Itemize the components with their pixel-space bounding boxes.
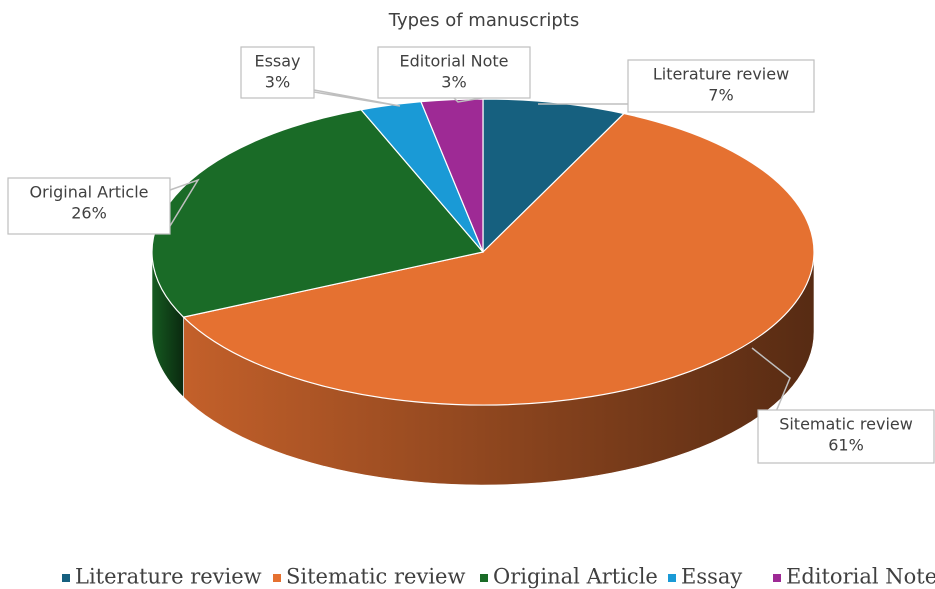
legend-label: Sitematic review: [286, 565, 465, 589]
legend-swatch: [273, 574, 281, 582]
data-label-value: 61%: [828, 436, 864, 455]
legend-label: Essay: [681, 565, 742, 589]
pie-slice: [151, 109, 485, 318]
data-label-value: 7%: [708, 86, 733, 105]
data-label-name: Original Article: [29, 183, 148, 202]
legend-swatch: [62, 574, 70, 582]
legend-swatch: [773, 574, 781, 582]
label-box: [7, 177, 171, 235]
pie-slice: [182, 112, 815, 406]
label-box: [240, 46, 315, 99]
data-label-name: Literature review: [653, 65, 789, 84]
label-box: [377, 46, 531, 99]
pie-slice: [482, 98, 626, 254]
data-label-name: Sitematic review: [779, 415, 913, 434]
legend-swatch: [668, 574, 676, 582]
label-box: [757, 409, 935, 464]
pie-slice: [420, 98, 484, 253]
data-label-name: Essay: [254, 52, 300, 71]
label-box: [627, 59, 815, 113]
legend-label: Original Article: [493, 565, 658, 589]
legend-label: Literature review: [75, 565, 262, 589]
leader-line: [313, 89, 401, 107]
chart-title: Types of manuscripts: [388, 10, 579, 31]
legend-label: Editorial Note: [786, 565, 935, 589]
data-label-value: 3%: [441, 73, 466, 92]
leader-line: [169, 178, 200, 227]
data-label-name: Editorial Note: [399, 52, 508, 71]
data-label-value: 3%: [265, 73, 290, 92]
legend-swatch: [480, 574, 488, 582]
data-label-value: 26%: [71, 204, 107, 223]
